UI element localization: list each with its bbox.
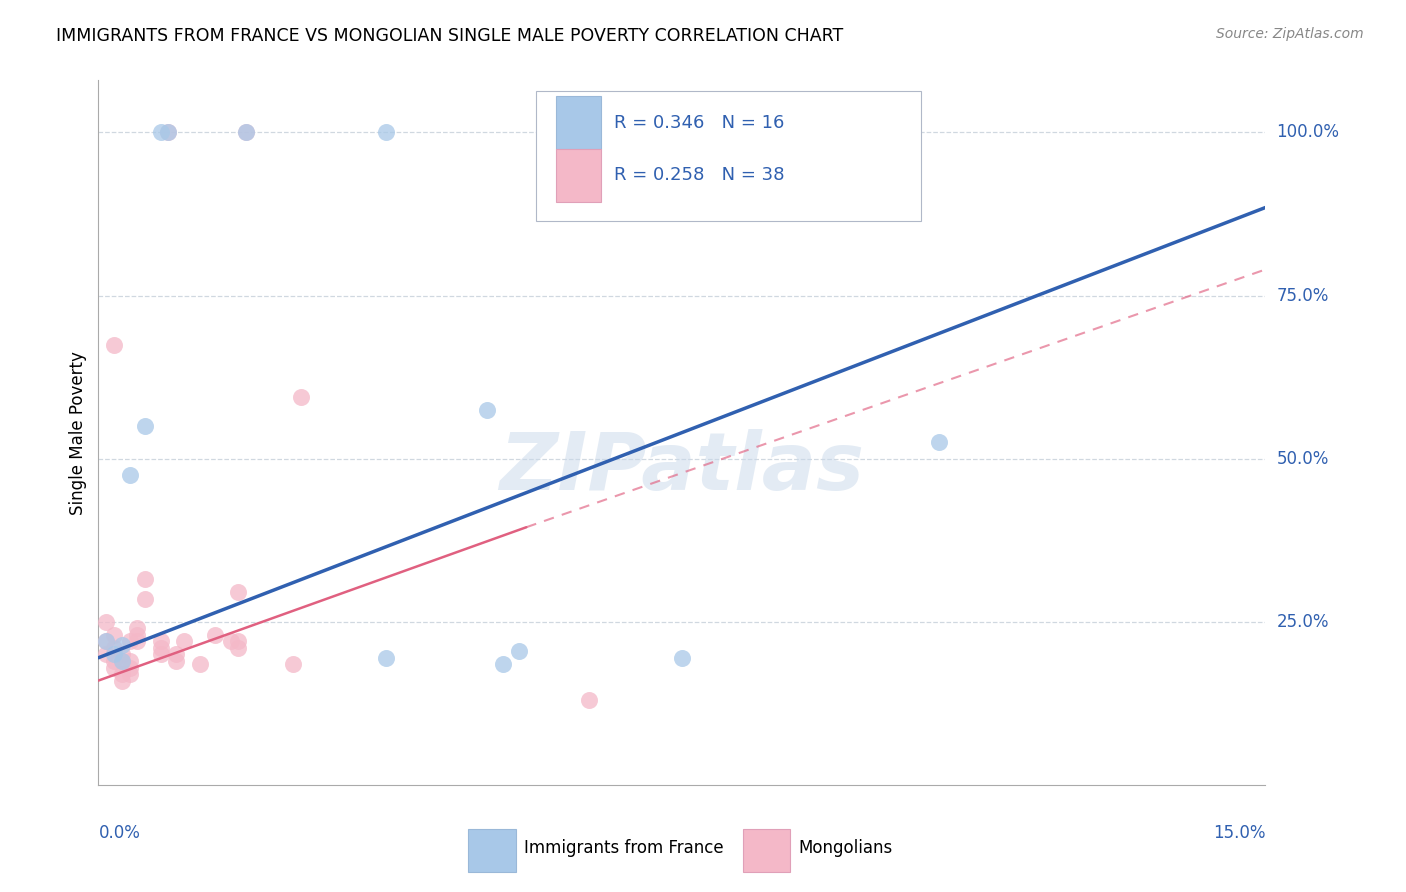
Point <box>157 126 180 140</box>
Point <box>118 654 141 668</box>
Point <box>111 667 134 681</box>
Point <box>118 667 141 681</box>
Point <box>149 126 172 140</box>
Text: ZIPatlas: ZIPatlas <box>499 429 865 507</box>
Point <box>111 638 134 652</box>
Point <box>188 657 211 672</box>
Point <box>103 660 125 674</box>
Point <box>96 634 118 648</box>
Point <box>149 634 172 648</box>
Point <box>96 615 118 629</box>
Text: 0.0%: 0.0% <box>98 824 141 842</box>
Point <box>165 648 187 662</box>
Point <box>134 419 156 434</box>
Text: 15.0%: 15.0% <box>1213 824 1265 842</box>
Point <box>228 634 250 648</box>
FancyBboxPatch shape <box>555 95 602 149</box>
Point <box>290 390 312 404</box>
Point <box>118 468 141 483</box>
Point <box>149 640 172 655</box>
Point <box>134 592 156 607</box>
Point <box>96 648 118 662</box>
Point <box>228 585 250 599</box>
Point <box>671 650 693 665</box>
Point <box>103 640 125 655</box>
Point <box>103 648 125 662</box>
Text: 50.0%: 50.0% <box>1277 450 1329 467</box>
FancyBboxPatch shape <box>468 829 516 871</box>
Point <box>219 634 242 648</box>
Point <box>103 654 125 668</box>
Point <box>111 654 134 668</box>
Point <box>96 634 118 648</box>
Point <box>118 660 141 674</box>
Text: Immigrants from France: Immigrants from France <box>524 839 724 857</box>
Text: R = 0.258   N = 38: R = 0.258 N = 38 <box>614 167 785 185</box>
Point <box>111 673 134 688</box>
Point <box>235 126 257 140</box>
FancyBboxPatch shape <box>536 91 921 221</box>
Point <box>103 628 125 642</box>
Text: 75.0%: 75.0% <box>1277 286 1329 304</box>
Point <box>492 657 515 672</box>
Y-axis label: Single Male Poverty: Single Male Poverty <box>69 351 87 515</box>
Point <box>235 126 257 140</box>
Point <box>111 648 134 662</box>
Point <box>375 126 398 140</box>
Text: R = 0.346   N = 16: R = 0.346 N = 16 <box>614 113 785 131</box>
Text: 25.0%: 25.0% <box>1277 613 1329 631</box>
Point <box>157 126 180 140</box>
Point <box>165 654 187 668</box>
Point <box>508 644 530 658</box>
Point <box>477 402 499 417</box>
Point <box>281 657 304 672</box>
FancyBboxPatch shape <box>742 829 790 871</box>
Point <box>928 435 950 450</box>
Point <box>127 621 149 635</box>
Point <box>578 693 600 707</box>
Point <box>111 654 134 668</box>
Point <box>127 628 149 642</box>
Point <box>134 573 156 587</box>
Point <box>127 634 149 648</box>
FancyBboxPatch shape <box>555 149 602 202</box>
Point <box>375 650 398 665</box>
Text: Source: ZipAtlas.com: Source: ZipAtlas.com <box>1216 27 1364 41</box>
Point <box>228 640 250 655</box>
Point <box>204 628 226 642</box>
Text: IMMIGRANTS FROM FRANCE VS MONGOLIAN SINGLE MALE POVERTY CORRELATION CHART: IMMIGRANTS FROM FRANCE VS MONGOLIAN SING… <box>56 27 844 45</box>
Point <box>173 634 195 648</box>
Text: Mongolians: Mongolians <box>799 839 893 857</box>
Point <box>103 337 125 351</box>
Point <box>149 648 172 662</box>
Point <box>118 634 141 648</box>
Text: 100.0%: 100.0% <box>1277 123 1340 142</box>
